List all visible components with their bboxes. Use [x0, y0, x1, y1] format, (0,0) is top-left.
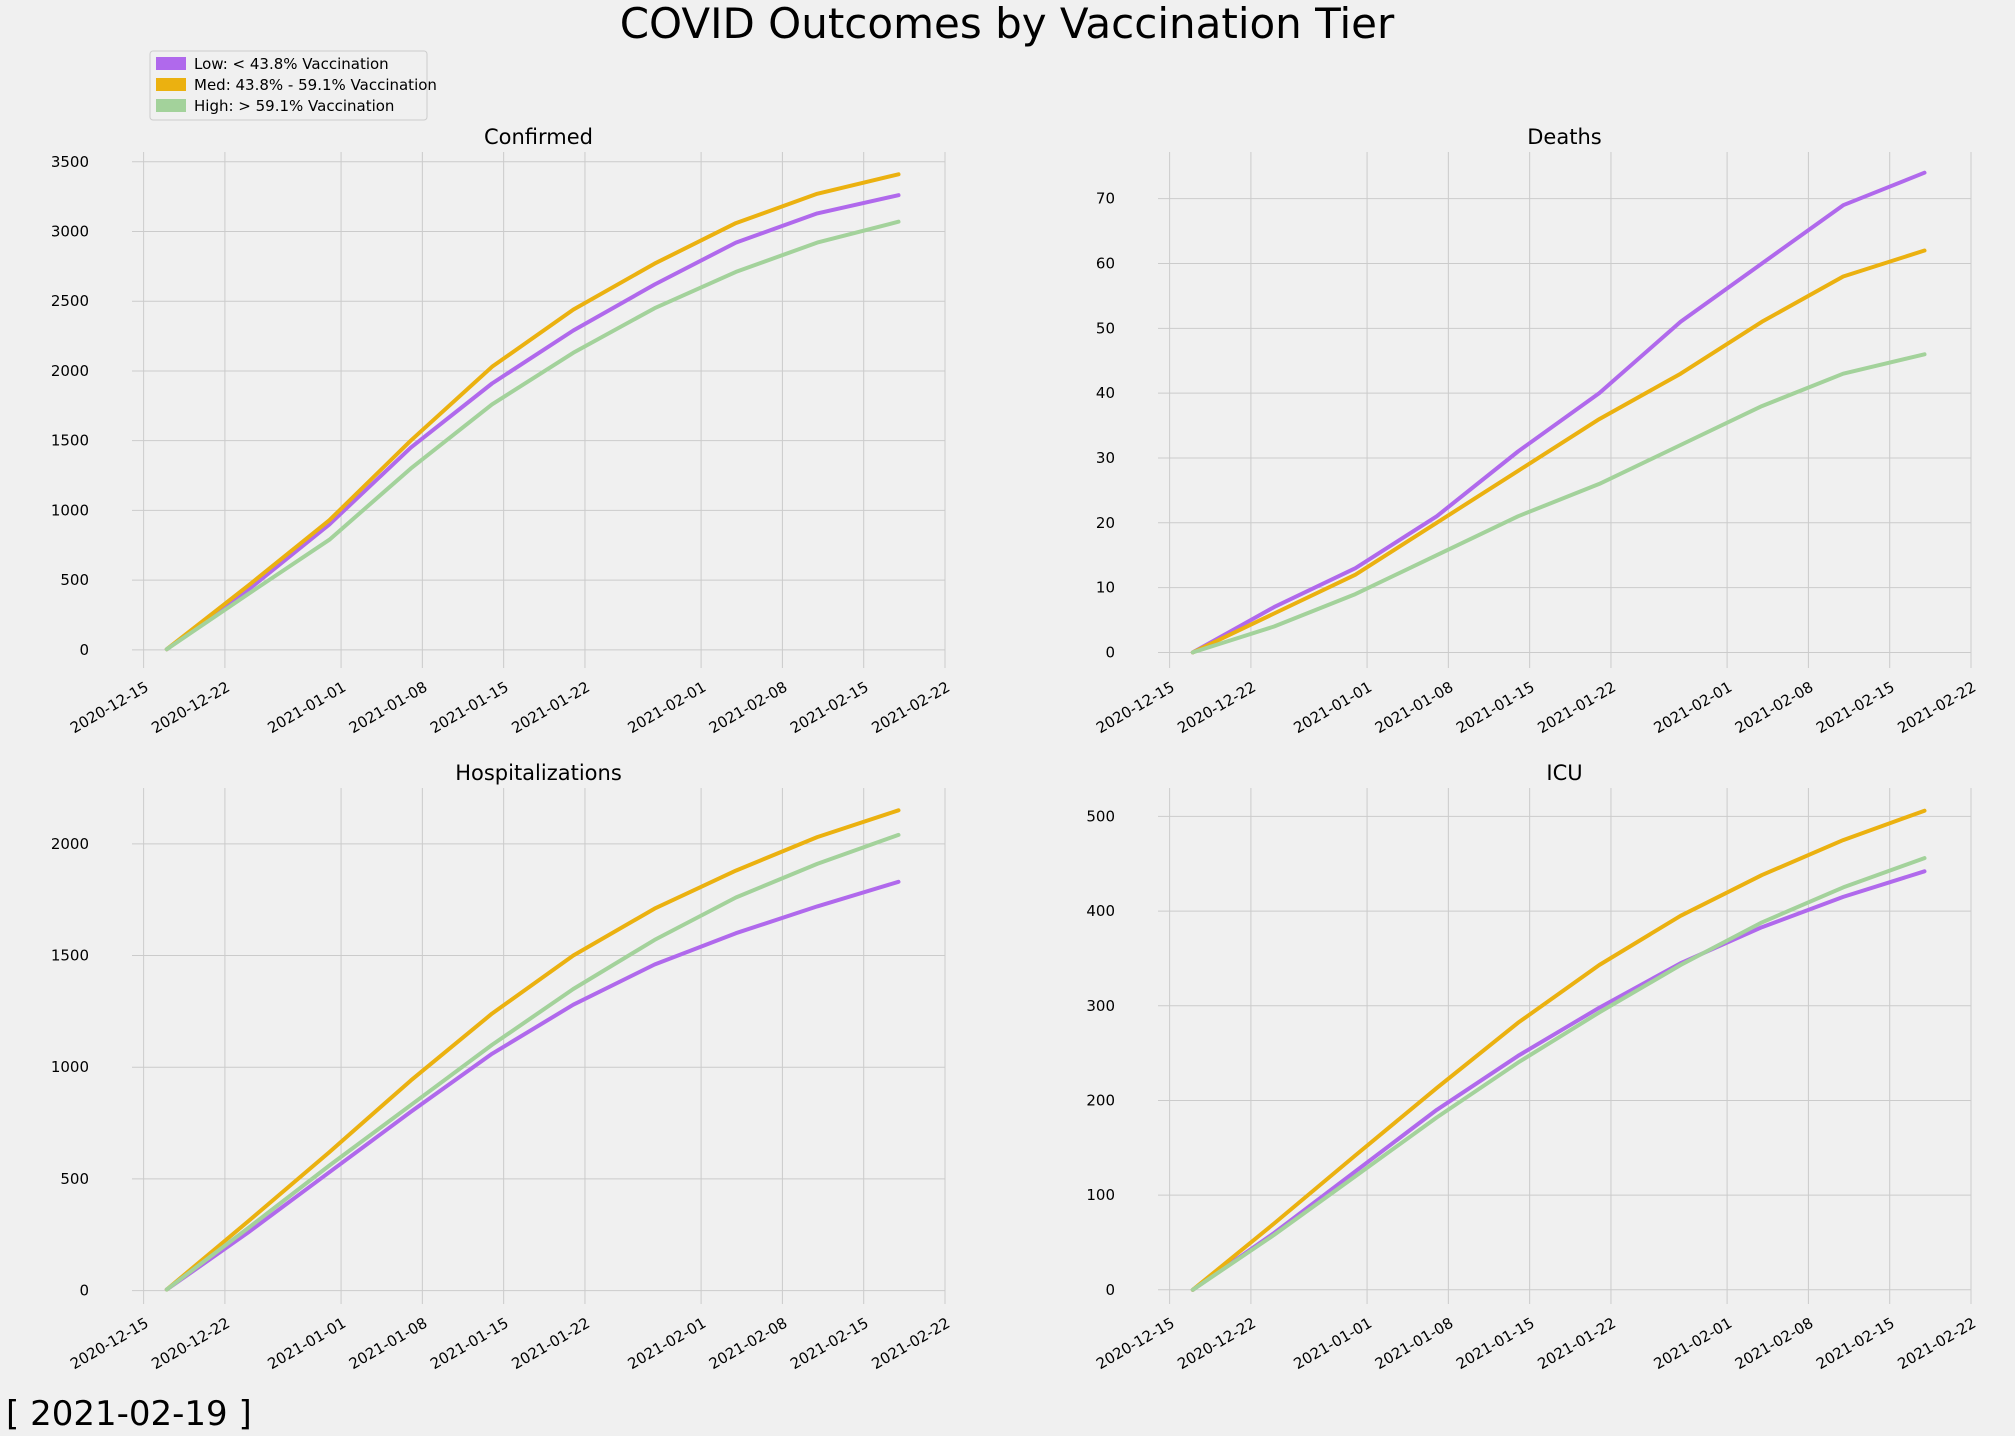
deaths-line-high — [1190, 352, 1927, 655]
icu-line-high — [1190, 856, 1927, 1292]
icu-y-tick-label: 100 — [1086, 1186, 1115, 1204]
hospitalizations-y-tick-label: 2000 — [51, 835, 89, 853]
deaths-y-tick-label: 50 — [1096, 319, 1115, 337]
confirmed-y-tick-label: 1000 — [51, 501, 89, 519]
confirmed-line-high — [164, 219, 901, 652]
deaths-y-tick-label: 30 — [1096, 449, 1115, 467]
icu-y-tick-label: 500 — [1086, 807, 1115, 825]
icu-y-tick-label: 200 — [1086, 1091, 1115, 1109]
hospitalizations-line-med — [164, 808, 901, 1292]
confirmed-y-tick-label: 1500 — [51, 432, 89, 450]
confirmed-y-tick-label: 500 — [60, 571, 89, 589]
legend-label-low: Low: < 43.8% Vaccination — [194, 55, 389, 73]
hospitalizations-line-high — [164, 832, 901, 1292]
deaths-y-tick-label: 10 — [1096, 579, 1115, 597]
icu-y-tick-label: 0 — [1105, 1281, 1115, 1299]
confirmed-y-tick-label: 2500 — [51, 292, 89, 310]
date-label: [ 2021-02-19 ] — [6, 1394, 252, 1434]
deaths-title: Deaths — [1527, 125, 1601, 149]
hospitalizations-y-tick-label: 0 — [79, 1282, 89, 1300]
confirmed-title: Confirmed — [484, 125, 593, 149]
deaths-y-tick-label: 40 — [1096, 384, 1115, 402]
hospitalizations-y-tick-label: 1500 — [51, 947, 89, 965]
icu-y-tick-label: 300 — [1086, 997, 1115, 1015]
deaths-y-tick-label: 0 — [1105, 643, 1115, 661]
deaths-line-low — [1190, 170, 1927, 655]
deaths-y-tick-label: 70 — [1096, 190, 1115, 208]
hospitalizations-title: Hospitalizations — [455, 761, 622, 785]
figure-title: COVID Outcomes by Vaccination Tier — [620, 0, 1395, 48]
confirmed-y-tick-label: 3000 — [51, 222, 89, 240]
icu-line-low — [1190, 869, 1927, 1292]
legend-label-high: High: > 59.1% Vaccination — [194, 97, 394, 115]
deaths-y-tick-label: 20 — [1096, 514, 1115, 532]
deaths-line-med — [1190, 248, 1927, 655]
legend-swatch-high — [156, 99, 186, 112]
confirmed-line-low — [164, 193, 901, 652]
confirmed-line-med — [164, 172, 901, 652]
legend-label-med: Med: 43.8% - 59.1% Vaccination — [194, 76, 437, 94]
hospitalizations-line-low — [164, 879, 901, 1292]
legend-box — [149, 50, 428, 121]
confirmed-y-tick-label: 0 — [79, 641, 89, 659]
confirmed-y-tick-label: 2000 — [51, 362, 89, 380]
icu-title: ICU — [1546, 761, 1582, 785]
icu-y-tick-label: 400 — [1086, 902, 1115, 920]
confirmed-y-tick-label: 3500 — [51, 153, 89, 171]
icu-line-med — [1190, 808, 1927, 1292]
hospitalizations-y-tick-label: 500 — [60, 1170, 89, 1188]
hospitalizations-y-tick-label: 1000 — [51, 1058, 89, 1076]
legend-swatch-low — [156, 57, 186, 70]
legend-swatch-med — [156, 78, 186, 91]
legend: Low: < 43.8% Vaccination Med: 43.8% - 59… — [149, 50, 437, 121]
deaths-y-tick-label: 60 — [1096, 254, 1115, 272]
